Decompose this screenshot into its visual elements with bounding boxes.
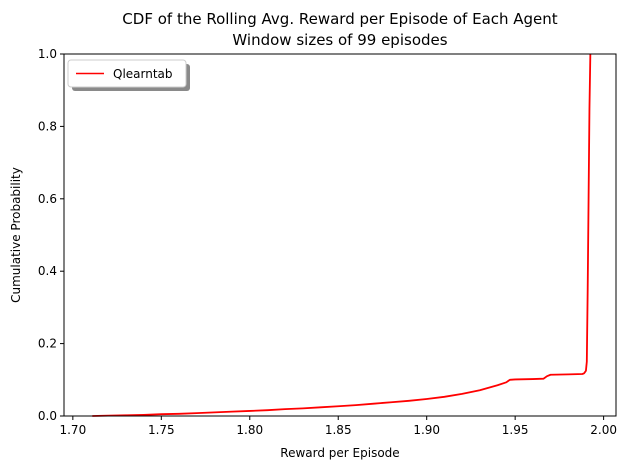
y-tick-label: 0.6 — [38, 192, 57, 206]
x-tick-label: 1.90 — [413, 423, 440, 437]
chart-title: CDF of the Rolling Avg. Reward per Episo… — [122, 10, 557, 28]
y-tick-label: 0.8 — [38, 119, 57, 133]
x-tick-label: 1.85 — [325, 423, 352, 437]
y-tick-label: 0.0 — [38, 409, 57, 423]
x-tick-label: 1.75 — [148, 423, 175, 437]
y-tick-label: 1.0 — [38, 47, 57, 61]
y-axis-label: Cumulative Probability — [9, 167, 23, 303]
chart-subtitle: Window sizes of 99 episodes — [232, 31, 447, 49]
x-tick-label: 1.95 — [502, 423, 529, 437]
x-tick-label: 1.80 — [236, 423, 263, 437]
series-line-qlearntab — [92, 53, 592, 417]
plot-area — [92, 53, 592, 417]
y-tick-label: 0.4 — [38, 264, 57, 278]
x-tick-label: 1.70 — [59, 423, 86, 437]
legend-label-qlearntab: Qlearntab — [113, 67, 173, 81]
x-axis: 1.70 1.75 1.80 1.85 1.90 1.95 2.00 — [59, 416, 617, 437]
legend: Qlearntab — [67, 59, 190, 91]
y-tick-label: 0.2 — [38, 337, 57, 351]
plot-frame — [63, 53, 617, 417]
x-axis-label: Reward per Episode — [280, 446, 399, 460]
legend-box — [67, 59, 187, 88]
x-tick-label: 2.00 — [590, 423, 617, 437]
y-axis: 0.0 0.2 0.4 0.6 0.8 1.0 — [38, 47, 64, 423]
